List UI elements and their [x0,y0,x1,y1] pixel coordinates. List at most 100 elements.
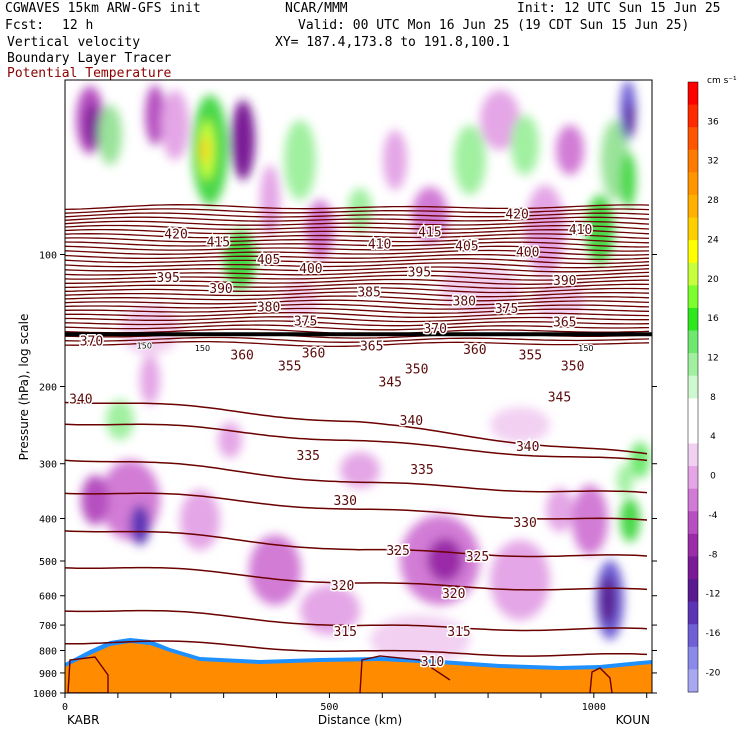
colorbar-bin [688,307,698,332]
theta-label: 345 [548,391,571,406]
theta-isentrope [65,401,648,455]
velocity-blob [626,102,634,138]
theta-isentrope [65,609,648,632]
valid-time: Valid: 00 UTC Mon 16 Jun 25 (19 CDT Sun … [298,18,690,33]
forecast-hour: 12 h [62,18,94,33]
velocity-blob [556,125,584,175]
velocity-blob [546,488,574,532]
y-tick-label: 800 [39,647,57,658]
velocity-blob [620,152,636,208]
theta-isentrope [65,566,648,591]
theta-label: 400 [516,246,539,261]
velocity-blob [300,585,360,635]
theta-isentrope [65,237,650,244]
velocity-blob [427,538,463,582]
potential-temperature-contours [65,204,652,657]
theta-isentrope [65,216,650,222]
endpoint-right: KOUN [616,713,650,727]
theta-label: 415 [418,225,441,240]
theta-label: 325 [386,544,409,559]
theta-isentrope [65,303,650,310]
theta-label: 410 [569,223,592,238]
theta-isentrope [65,278,649,285]
velocity-blob [490,407,550,443]
colorbar-bin [688,375,698,399]
theta-label: 330 [334,494,357,509]
theta-label: 360 [463,343,486,358]
velocity-blob [572,485,608,555]
colorbar-bin [688,556,698,580]
theta-label: 320 [331,579,354,594]
velocity-blob [180,490,220,550]
endpoint-left: KABR [67,713,99,727]
theta-label: 385 [357,285,380,300]
theta-label: 335 [297,449,320,464]
theta-label: 420 [164,227,187,242]
theta-label: 355 [278,359,301,374]
theta-closed-contour [589,667,613,693]
colorbar: 36 32 28 24 20 16 12 8 4 0 -4 -8 -12 -16 -20 [687,81,721,693]
theta-label: 315 [447,625,470,640]
colorbar-tick-label: 0 [710,472,716,482]
velocity-blob [98,105,122,165]
velocity-blob [81,475,109,525]
theta-label: 365 [553,316,576,331]
y-tick-label: 600 [39,592,57,603]
velocity-blob [218,422,242,458]
theta-isentrope [65,307,650,314]
colorbar-tick-label: 24 [707,235,719,245]
x-axis-label: Distance (km) [318,713,402,727]
theta-isentrope [65,204,650,211]
velocity-blob [130,505,150,545]
model-title: CGWAVES 15km ARW-GFS init [5,1,201,16]
theta-isentrope [65,262,650,269]
theta-label: 380 [257,300,280,315]
theta-label: 335 [410,463,433,478]
theta-label: 410 [368,238,391,253]
theta-label: 420 [505,207,528,222]
theta-label: 370 [423,322,446,337]
velocity-blob [145,85,165,145]
colorbar-tick-label: 4 [710,432,716,442]
theta-isentrope [65,253,650,261]
colorbar-bin [688,194,698,219]
theta-isentrope [65,282,650,290]
y-tick-label: 500 [39,557,57,568]
colorbar-tick-label: -4 [709,511,718,521]
theta-closed-contour [67,656,109,693]
velocity-blob [249,535,301,605]
theta-label: 350 [405,363,428,378]
theta-isentrope [65,287,650,294]
colorbar-tick-label: -12 [706,590,721,600]
theta-isentrope [65,270,650,277]
velocity-blob [348,188,372,232]
colorbar-tick-label: 8 [710,393,716,403]
theta-label: 380 [453,295,476,310]
velocity-blob [490,540,550,620]
center-label: NCAR/MMM [285,1,348,16]
theta-isentrope [65,492,648,521]
theta-isentrope [65,258,650,265]
theta-isentrope [65,212,650,218]
colorbar-frame [687,81,699,693]
theta-label: 355 [519,349,542,364]
velocity-blob [161,90,189,160]
theta-isentrope [65,459,648,494]
theta-label: 390 [553,274,576,289]
velocity-blob [586,195,614,265]
velocity-blob [617,464,633,496]
colorbar-tick-label: -8 [709,550,718,560]
velocity-blob [620,498,640,542]
theta-isentrope [65,316,649,323]
theta-closed-contour [359,655,451,693]
velocity-blob [340,452,380,488]
theta-label: 390 [209,282,232,297]
theta-label: 325 [466,550,489,565]
theta-label: 315 [334,625,357,640]
velocity-blob [231,100,255,180]
theta-label: 375 [294,314,317,329]
theta-label: 405 [257,253,280,268]
theta-isentrope [65,245,650,252]
theta-isentrope [65,320,650,327]
